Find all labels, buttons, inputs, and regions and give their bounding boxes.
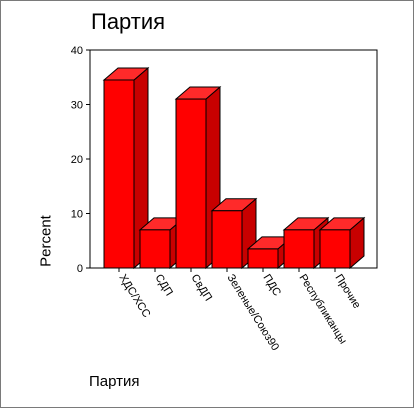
x-tick-label: ХДС/ХСС	[116, 272, 152, 320]
bar	[319, 229, 351, 269]
x-tick-label: Прочие	[332, 272, 362, 311]
bar	[103, 79, 135, 269]
chart-title: Партия	[91, 9, 166, 34]
y-tick-label: 0	[77, 263, 83, 275]
y-tick-label: 40	[71, 45, 83, 57]
bar	[139, 229, 171, 269]
bar	[211, 210, 243, 269]
x-axis-label: Партия	[89, 373, 140, 390]
y-tick-label: 30	[71, 100, 83, 112]
x-tick-label: СвДП	[188, 272, 214, 303]
bar	[283, 229, 315, 269]
bar	[175, 98, 207, 269]
bar	[247, 248, 279, 269]
x-tick-label: ПДС	[260, 272, 283, 298]
y-tick-label: 10	[71, 209, 83, 221]
x-tick-label: СДП	[152, 272, 174, 298]
y-tick-label: 20	[71, 154, 83, 166]
